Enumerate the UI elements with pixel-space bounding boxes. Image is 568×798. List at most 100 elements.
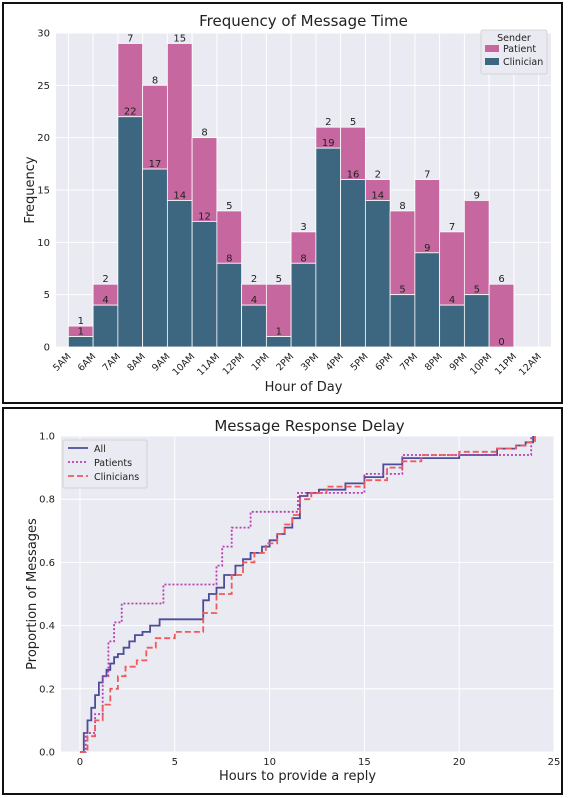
bar-clinician [216, 262, 243, 348]
bar-patient [389, 210, 416, 296]
bar-clinician [241, 304, 267, 348]
ecdf-line-clinicians [79, 436, 536, 753]
x-tick-label: 2PM [274, 351, 296, 373]
data-label-patient: 8 [399, 201, 405, 212]
x-tick-label: 9PM [448, 351, 470, 373]
y-tick-label: 0.4 [39, 621, 55, 632]
x-tick-label: 25 [548, 757, 561, 768]
data-label-clinician: 19 [322, 138, 335, 149]
data-label-patient: 5 [226, 201, 232, 212]
data-label-clinician: 1 [78, 327, 84, 338]
bar-clinician [142, 168, 168, 348]
y-tick-label: 1.0 [39, 432, 55, 443]
data-label-patient: 7 [424, 170, 430, 181]
data-label-patient: 2 [251, 274, 257, 285]
data-label-clinician: 0 [498, 337, 504, 348]
bar-patient [216, 210, 243, 264]
data-label-clinician: 1 [276, 327, 282, 338]
data-label-clinician: 22 [124, 107, 137, 118]
legend-swatch [485, 45, 499, 52]
x-tick-label: 9AM [150, 351, 172, 373]
y-tick-label: 0 [44, 343, 50, 354]
data-label-patient: 15 [173, 33, 186, 44]
data-label-clinician: 9 [424, 243, 430, 254]
x-tick-label: 0 [77, 757, 83, 768]
data-label-clinician: 17 [149, 159, 162, 170]
x-axis-label: Hours to provide a reply [219, 769, 376, 784]
x-tick-label: 11PM [493, 351, 519, 377]
y-tick-label: 25 [37, 81, 50, 92]
y-tick-label: 10 [37, 238, 50, 249]
ecdf-line-patients [79, 436, 533, 753]
plot-area [61, 436, 554, 752]
y-tick-label: 0.8 [39, 495, 55, 506]
x-tick-label: 8PM [423, 351, 445, 373]
data-label-patient: 3 [300, 222, 306, 233]
x-tick-label: 3PM [299, 351, 321, 373]
data-label-patient: 7 [449, 222, 455, 233]
ecdf-line-all [79, 436, 534, 753]
data-label-patient: 5 [350, 117, 356, 128]
x-tick-label: 6AM [76, 351, 98, 373]
data-label-clinician: 8 [226, 253, 232, 264]
legend-title: Sender [497, 33, 531, 44]
x-tick-label: 1PM [250, 351, 272, 373]
legend-label: Clinicians [94, 472, 139, 483]
legend: All Patients Clinicians [62, 439, 148, 489]
bar-clinician [191, 220, 218, 348]
legend-label: All [94, 444, 106, 455]
bar-patient [166, 43, 193, 201]
data-label-patient: 5 [276, 274, 282, 285]
bar-patient [290, 231, 317, 264]
legend-label: Clinician [503, 57, 543, 68]
bar-clinician [265, 336, 292, 348]
data-label-patient: 8 [152, 75, 158, 86]
data-label-clinician: 12 [198, 211, 211, 222]
bar-clinician [439, 304, 465, 348]
bar-patient [488, 283, 515, 348]
data-label-patient: 9 [474, 190, 480, 201]
bar-patient [191, 137, 218, 222]
x-tick-label: 15 [358, 757, 371, 768]
data-label-clinician: 14 [371, 190, 384, 201]
chart-title: Message Response Delay [214, 417, 404, 435]
x-tick-label: 12AM [517, 351, 544, 378]
x-tick-label: 10PM [468, 351, 494, 377]
bar-clinician [340, 179, 366, 348]
legend-label: Patient [503, 44, 536, 55]
x-tick-label: 7AM [101, 351, 123, 373]
bar-clinician [92, 304, 119, 348]
bar-clinician [389, 294, 416, 348]
data-label-clinician: 14 [173, 190, 186, 201]
y-tick-label: 30 [37, 29, 50, 40]
bar-clinician [290, 262, 317, 348]
bar-patient [414, 179, 441, 254]
x-tick-label: 5 [172, 757, 178, 768]
data-label-patient: 6 [498, 274, 504, 285]
bar-clinician [117, 116, 144, 348]
x-tick-label: 5AM [51, 351, 73, 373]
x-tick-label: 11AM [195, 351, 222, 378]
y-tick-label: 0.6 [39, 558, 55, 569]
data-label-clinician: 5 [474, 285, 480, 296]
bar-clinician [67, 336, 94, 348]
chart-title: Frequency of Message Time [199, 12, 408, 30]
x-tick-label: 12PM [221, 351, 247, 377]
bar-clinician [463, 294, 490, 348]
x-tick-label: 4PM [324, 351, 346, 373]
bar-clinician [315, 147, 342, 348]
y-tick-label: 0.2 [39, 684, 55, 695]
bar-clinician [414, 252, 441, 348]
y-axis-label: Proportion of Messages [25, 518, 40, 670]
x-axis-label: Hour of Day [265, 380, 343, 395]
legend-label: Patients [94, 458, 132, 469]
bar-patient [142, 84, 168, 170]
data-label-clinician: 5 [399, 285, 405, 296]
x-tick-label: 6PM [373, 351, 395, 373]
y-tick-label: 5 [44, 290, 50, 301]
response-delay-chart-panel: 0.0 0.2 0.4 0.6 0.8 1.0 0 5 10 15 20 25 Message Resp… [2, 407, 563, 795]
data-label-patient: 1 [78, 316, 84, 327]
bar-patient [340, 126, 366, 180]
